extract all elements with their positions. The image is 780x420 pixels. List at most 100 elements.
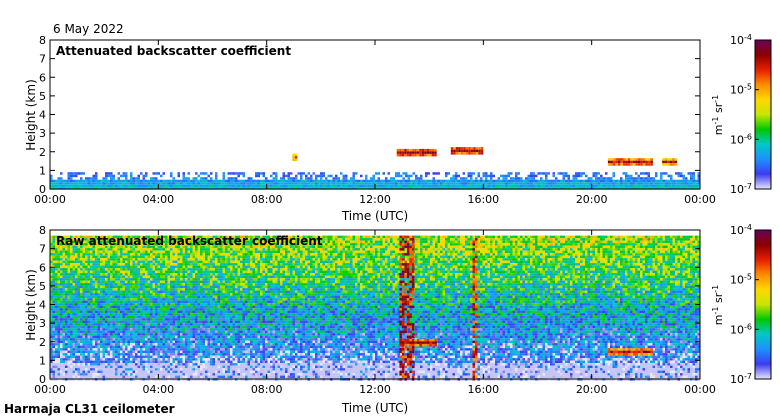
heatmap-cell <box>162 310 165 314</box>
heatmap-cell <box>60 263 63 266</box>
heatmap-cell <box>132 184 135 188</box>
heatmap-cell <box>180 365 183 369</box>
heatmap-cell <box>562 177 565 180</box>
heatmap-cell <box>187 253 190 256</box>
heatmap-cell <box>130 182 133 185</box>
heatmap-cell <box>112 258 115 261</box>
heatmap-cell <box>67 325 70 329</box>
heatmap-cell <box>430 179 433 183</box>
heatmap-cell <box>75 258 78 261</box>
heatmap-cell <box>297 172 300 175</box>
heatmap-cell <box>82 343 85 346</box>
heatmap-cell <box>72 355 75 359</box>
heatmap-cell <box>110 368 113 371</box>
heatmap-cell <box>102 300 105 304</box>
heatmap-cell <box>150 275 153 279</box>
heatmap-cell <box>130 320 133 324</box>
heatmap-cell <box>67 263 70 266</box>
heatmap-cell <box>202 177 205 180</box>
heatmap-cell <box>167 303 170 306</box>
heatmap-cell <box>72 350 75 354</box>
heatmap-cell <box>140 245 143 249</box>
heatmap-cell <box>52 253 55 256</box>
heatmap-cell <box>625 182 628 185</box>
heatmap-cell <box>130 172 133 175</box>
heatmap-cell <box>182 303 185 306</box>
heatmap-cell <box>112 335 115 339</box>
heatmap-cell <box>130 368 133 371</box>
heatmap-cell <box>187 348 190 351</box>
heatmap-cell <box>190 315 193 319</box>
heatmap-cell <box>147 350 150 354</box>
heatmap-cell <box>127 253 130 256</box>
heatmap-cell <box>577 187 580 190</box>
heatmap-cell <box>177 358 180 361</box>
heatmap-cell <box>95 270 98 274</box>
heatmap-cell <box>105 310 108 314</box>
heatmap-cell <box>140 288 143 291</box>
heatmap-cell <box>475 177 478 180</box>
heatmap-cell <box>105 328 108 331</box>
heatmap-cell <box>220 182 223 185</box>
heatmap-cell <box>95 330 98 334</box>
heatmap-cell <box>245 184 248 188</box>
heatmap-cell <box>70 290 73 294</box>
heatmap-cell <box>105 250 108 254</box>
heatmap-cell <box>65 318 68 321</box>
heatmap-cell <box>227 172 230 175</box>
heatmap-cell <box>142 373 145 376</box>
heatmap-cell <box>115 315 118 319</box>
heatmap-cell <box>57 345 60 349</box>
heatmap-cell <box>57 300 60 304</box>
heatmap-cell <box>75 187 78 190</box>
heatmap-cell <box>122 305 125 309</box>
heatmap-cell <box>117 310 120 314</box>
heatmap-cell <box>180 313 183 316</box>
heatmap-cell <box>232 177 235 180</box>
heatmap-cell <box>90 318 93 321</box>
heatmap-cell <box>67 278 70 281</box>
heatmap-cell <box>120 323 123 326</box>
heatmap-cell <box>147 313 150 316</box>
heatmap-cell <box>85 182 88 185</box>
heatmap-cell <box>617 163 621 166</box>
heatmap-cell <box>77 280 80 284</box>
heatmap-cell <box>147 308 150 311</box>
heatmap-cell <box>160 275 163 279</box>
heatmap-cell <box>562 184 565 188</box>
heatmap-cell <box>167 187 170 190</box>
heatmap-cell <box>175 305 178 309</box>
heatmap-cell <box>597 179 600 183</box>
heatmap-cell <box>100 330 103 334</box>
heatmap-cell <box>420 174 423 178</box>
heatmap-cell <box>512 182 515 185</box>
heatmap-cell <box>147 288 150 291</box>
heatmap-cell <box>375 184 378 188</box>
heatmap-cell <box>52 273 55 276</box>
heatmap-cell <box>87 288 90 291</box>
heatmap-cell <box>102 238 105 241</box>
heatmap-cell <box>282 174 285 178</box>
heatmap-cell <box>162 315 165 319</box>
heatmap-cell <box>50 318 53 321</box>
heatmap-cell <box>127 303 130 306</box>
heatmap-cell <box>477 182 480 185</box>
heatmap-cell <box>57 318 60 321</box>
heatmap-cell <box>120 187 123 190</box>
heatmap-cell <box>401 153 405 157</box>
heatmap-cell <box>55 330 58 334</box>
heatmap-cell <box>515 182 518 185</box>
heatmap-cell <box>127 313 130 316</box>
heatmap-cell <box>122 323 125 326</box>
heatmap-cell <box>120 273 123 276</box>
heatmap-cell <box>431 153 435 157</box>
heatmap-cell <box>165 333 168 336</box>
heatmap-cell <box>97 315 100 319</box>
heatmap-cell <box>142 338 145 341</box>
heatmap-cell <box>217 182 220 185</box>
heatmap-cell <box>482 174 485 178</box>
heatmap-cell <box>155 338 158 341</box>
heatmap-cell <box>90 265 93 269</box>
heatmap-cell <box>505 184 508 188</box>
heatmap-cell <box>132 360 135 364</box>
